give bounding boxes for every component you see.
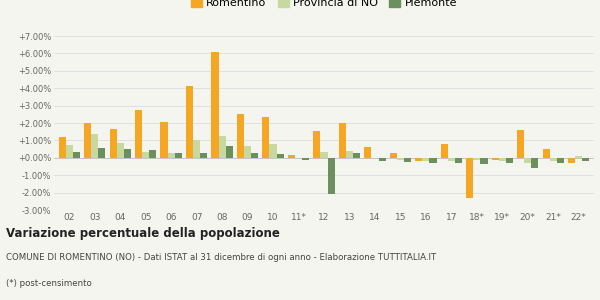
Bar: [302, 158, 309, 160]
Bar: [379, 158, 386, 161]
Bar: [66, 145, 73, 158]
Bar: [226, 146, 233, 158]
Bar: [455, 158, 462, 163]
Bar: [237, 114, 244, 158]
Bar: [582, 158, 589, 161]
Bar: [404, 158, 411, 162]
Bar: [269, 144, 277, 158]
Bar: [200, 154, 208, 158]
Bar: [320, 152, 328, 158]
Bar: [430, 158, 437, 163]
Text: COMUNE DI ROMENTINO (NO) - Dati ISTAT al 31 dicembre di ogni anno - Elaborazione: COMUNE DI ROMENTINO (NO) - Dati ISTAT al…: [6, 254, 436, 262]
Bar: [262, 117, 269, 158]
Bar: [160, 122, 167, 158]
Bar: [346, 151, 353, 158]
Bar: [491, 158, 499, 160]
Bar: [550, 158, 557, 161]
Bar: [124, 149, 131, 158]
Bar: [91, 134, 98, 158]
Bar: [288, 155, 295, 158]
Bar: [575, 156, 582, 158]
Bar: [244, 146, 251, 158]
Bar: [415, 158, 422, 161]
Bar: [313, 131, 320, 158]
Bar: [193, 140, 200, 158]
Bar: [98, 148, 106, 158]
Bar: [542, 149, 550, 158]
Bar: [568, 158, 575, 163]
Bar: [116, 143, 124, 158]
Bar: [532, 158, 538, 168]
Bar: [211, 52, 218, 158]
Bar: [84, 123, 91, 158]
Bar: [517, 130, 524, 158]
Bar: [499, 158, 506, 161]
Bar: [142, 152, 149, 158]
Bar: [167, 153, 175, 158]
Bar: [175, 154, 182, 158]
Text: (*) post-censimento: (*) post-censimento: [6, 279, 92, 288]
Bar: [328, 158, 335, 194]
Bar: [448, 158, 455, 161]
Text: Variazione percentuale della popolazione: Variazione percentuale della popolazione: [6, 226, 280, 239]
Bar: [506, 158, 513, 163]
Bar: [364, 147, 371, 158]
Bar: [186, 86, 193, 158]
Bar: [473, 158, 481, 160]
Bar: [440, 144, 448, 158]
Bar: [390, 154, 397, 158]
Legend: Romentino, Provincia di NO, Piemonte: Romentino, Provincia di NO, Piemonte: [186, 0, 462, 12]
Bar: [422, 158, 430, 161]
Bar: [339, 123, 346, 158]
Bar: [251, 153, 258, 158]
Bar: [73, 152, 80, 158]
Bar: [149, 150, 157, 158]
Bar: [110, 129, 116, 158]
Bar: [466, 158, 473, 198]
Bar: [524, 158, 532, 163]
Bar: [135, 110, 142, 158]
Bar: [397, 158, 404, 160]
Bar: [557, 158, 564, 163]
Bar: [353, 153, 360, 158]
Bar: [218, 136, 226, 158]
Bar: [481, 158, 488, 164]
Bar: [59, 137, 66, 158]
Bar: [277, 154, 284, 158]
